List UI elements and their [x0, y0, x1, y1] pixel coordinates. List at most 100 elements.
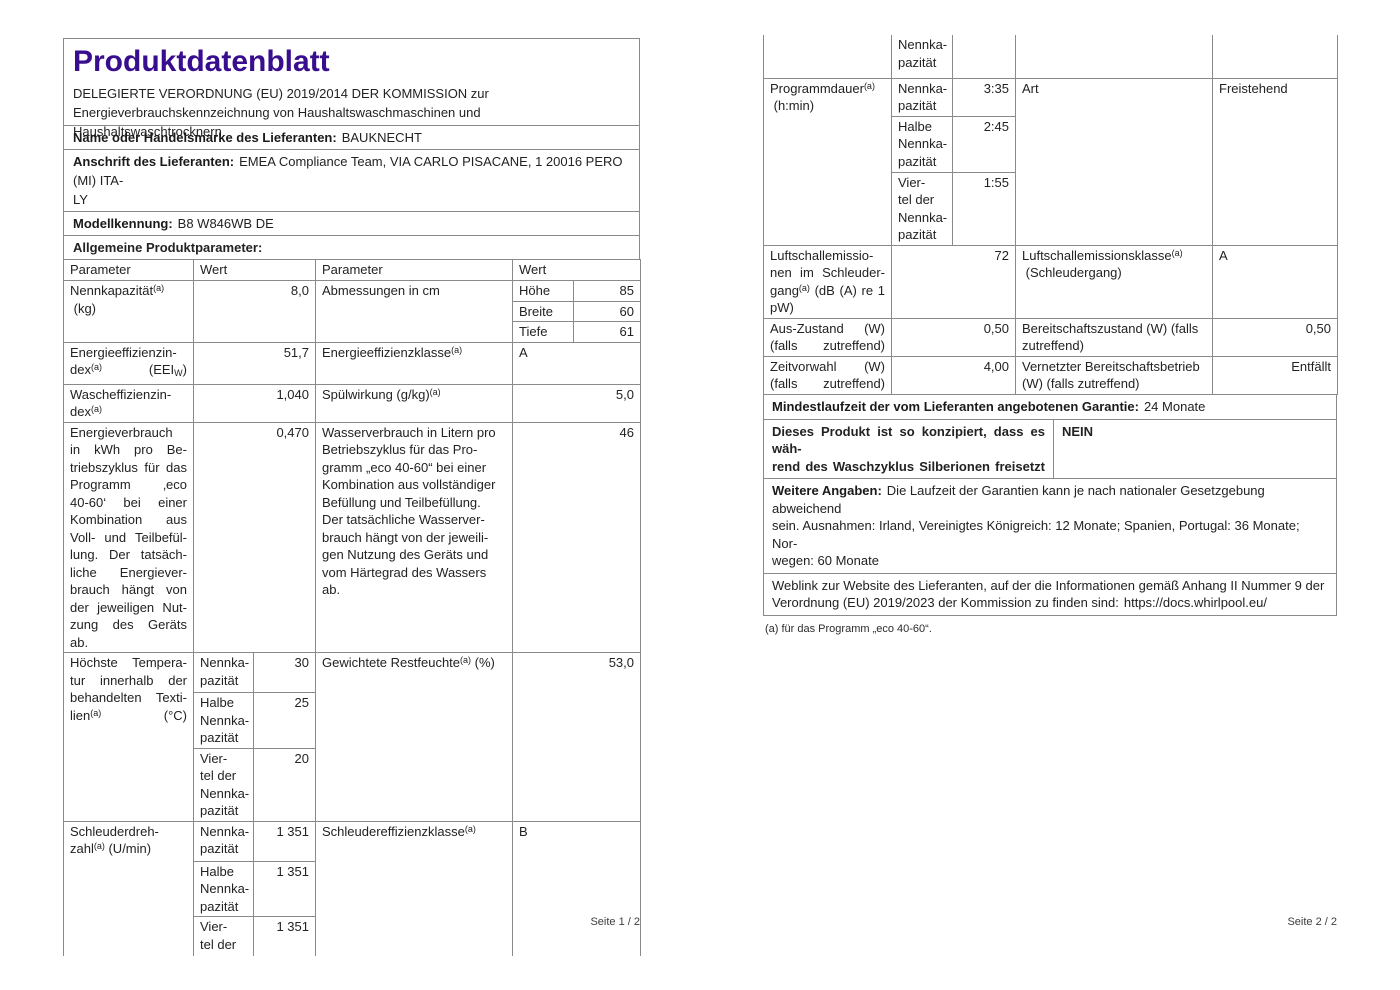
param-label-cell: Wascheffizienzin-dex(a) — [63, 383, 194, 423]
parameters-table-page1: Parameter Wert Parameter Wert Nennkapazi… — [63, 259, 641, 956]
value-cell: 85 — [573, 280, 641, 302]
column-header-cell: Wert — [512, 259, 641, 281]
value-cell: 1,040 — [193, 383, 316, 423]
param-label-cell: Wasserverbrauch in Litern pro Betriebszyk… — [315, 421, 513, 653]
value-cell: 1 351 — [253, 820, 316, 862]
value-cell: 1:55 — [952, 171, 1016, 246]
supplier-address-row: Anschrift des Lieferanten: EMEA Complianc… — [63, 149, 640, 212]
additional-info-text: Die Laufzeit der Garantien kann je nach … — [772, 483, 1300, 568]
page-title: Produktdatenblatt — [73, 45, 330, 78]
supplier-address-value: EMEA Compliance Team, VIA CARLO PISACANE… — [73, 154, 623, 207]
page2-footer: Seite 2 / 2 — [1287, 916, 1337, 928]
capacity-sub-label-cell: Halbe Nennka-pazität — [193, 860, 254, 917]
column-header-cell: Wert — [193, 259, 316, 281]
capacity-sub-label-cell: Halbe Nennka-pazität — [193, 692, 254, 749]
silver-ion-value: NEIN — [1062, 423, 1094, 439]
model-value: B8 W846WB DE — [177, 216, 274, 231]
param-label-cell: Zeitvorwahl (W) (falls zutreffend) — [763, 355, 892, 395]
value-cell — [1212, 35, 1338, 79]
warranty-label: Mindestlaufzeit der vom Lieferanten ange… — [772, 398, 1139, 414]
param-label-cell: Vernetzter Bereitschaftsbetrieb (W) (fall… — [1015, 355, 1213, 395]
param-label-cell: Schleudereffizienzklasse(a) — [315, 820, 513, 956]
parameters-table-page2: Nennka-pazität Programmdauer(a) (h:min) … — [763, 35, 1338, 395]
additional-info-row: Weitere Angaben: Die Laufzeit der Garanti… — [763, 478, 1337, 574]
additional-info-label: Weitere Angaben: — [772, 483, 882, 498]
value-cell: 60 — [573, 300, 641, 322]
value-cell: 0,50 — [891, 317, 1016, 357]
value-cell: 20 — [253, 747, 316, 822]
dimension-label-cell: Tiefe — [512, 321, 574, 343]
value-cell: 72 — [891, 244, 1016, 319]
datasheet-page-1: Produktdatenblatt DELEGIERTE VERORDNUNG … — [63, 38, 641, 956]
warranty-value: 24 Monate — [1143, 398, 1206, 414]
capacity-sub-label-cell: Vier-tel der — [193, 916, 254, 956]
param-label-cell — [763, 35, 892, 79]
value-cell: 30 — [253, 652, 316, 693]
model-row: Modellkennung: B8 W846WB DE — [63, 211, 640, 236]
value-cell: A — [1212, 244, 1338, 319]
capacity-sub-label-cell: Nennka-pazität — [891, 35, 953, 79]
value-cell: 25 — [253, 692, 316, 749]
value-cell: 8,0 — [193, 280, 316, 343]
value-cell: 0,470 — [193, 421, 316, 653]
weblink-label: Weblink zur Website des Lieferanten, auf… — [772, 577, 1325, 611]
capacity-sub-label-cell: Vier-tel der Nennka-pazität — [891, 171, 953, 246]
param-label-cell: Luftschallemissio-nen im Schleuder-gang(… — [763, 244, 892, 319]
value-cell: 1 351 — [253, 860, 316, 917]
value-cell: 51,7 — [193, 341, 316, 385]
column-header-cell: Parameter — [315, 259, 513, 281]
silver-ion-row: Dieses Produkt ist so konzipiert, dass e… — [763, 418, 1337, 479]
param-label-cell: Programmdauer(a) (h:min) — [763, 77, 892, 246]
param-label-cell: Art — [1015, 77, 1213, 246]
value-cell: 61 — [573, 321, 641, 343]
value-cell: 2:45 — [952, 115, 1016, 173]
warranty-row: Mindestlaufzeit der vom Lieferanten ange… — [763, 393, 1337, 420]
param-label-cell: Aus-Zustand (W) (falls zutreffend) — [763, 317, 892, 357]
page1-footer: Seite 1 / 2 — [590, 916, 640, 928]
param-label-cell: Bereitschaftszustand (W) (falls zutreffen… — [1015, 317, 1213, 357]
supplier-name-row: Name oder Handelsmarke des Lieferanten: B… — [63, 125, 640, 150]
value-cell: 1 351 — [253, 916, 316, 956]
dimension-label-cell: Höhe — [512, 280, 574, 302]
value-cell: 0,50 — [1212, 317, 1338, 357]
weblink-row: Weblink zur Website des Lieferanten, auf… — [763, 572, 1337, 616]
param-label-cell: Energieverbrauch in kWh pro Be-triebszykl… — [63, 421, 194, 653]
value-cell: 4,00 — [891, 355, 1016, 395]
supplier-name-value: BAUKNECHT — [341, 130, 422, 145]
model-label: Modellkennung: — [73, 216, 173, 231]
param-label-cell: Gewichtete Restfeuchte(a) (%) — [315, 652, 513, 822]
datasheet-page-2: Nennka-pazität Programmdauer(a) (h:min) … — [763, 35, 1338, 635]
param-label-cell: Schleuderdreh-zahl(a) (U/min) — [63, 820, 194, 956]
value-cell: 53,0 — [512, 652, 641, 822]
weblink-url[interactable]: https://docs.whirlpool.eu/ — [1123, 595, 1267, 610]
dimension-label-cell: Breite — [512, 300, 574, 322]
general-params-heading: Allgemeine Produktparameter: — [63, 235, 640, 260]
value-cell: 5,0 — [512, 383, 641, 423]
param-label-cell: Spülwirkung (g/kg)(a) — [315, 383, 513, 423]
value-cell: 3:35 — [952, 77, 1016, 117]
value-cell: Entfällt — [1212, 355, 1338, 395]
param-label-cell: Nennkapazität(a) (kg) — [63, 280, 194, 343]
param-label-cell — [1015, 35, 1213, 79]
capacity-sub-label-cell: Nennka-pazität — [193, 652, 254, 693]
title-box: Produktdatenblatt DELEGIERTE VERORDNUNG … — [63, 38, 640, 139]
value-cell: B — [512, 820, 641, 956]
regulation-subtitle: DELEGIERTE VERORDNUNG (EU) 2019/2014 DER… — [73, 86, 489, 139]
param-label-cell: Energieeffizienzklasse(a) — [315, 341, 513, 385]
param-label-cell: Abmessungen in cm — [315, 280, 513, 343]
capacity-sub-label-cell: Vier-tel der Nennka-pazität — [193, 747, 254, 822]
value-cell: 46 — [512, 421, 641, 653]
capacity-sub-label-cell: Nennka-pazität — [891, 77, 953, 117]
supplier-address-label: Anschrift des Lieferanten: — [73, 154, 235, 169]
column-header-cell: Parameter — [63, 259, 194, 281]
value-cell — [952, 35, 1016, 79]
silver-ion-statement: Dieses Produkt ist so konzipiert, dass e… — [764, 419, 1054, 478]
capacity-sub-label-cell: Nennka-pazität — [193, 820, 254, 862]
param-label-cell: Energieeffizienzin-dex(a) (EEIW) — [63, 341, 194, 385]
param-label-cell: Höchste Tempera-tur innerhalb der behande… — [63, 652, 194, 822]
value-cell: A — [512, 341, 641, 385]
param-label-cell: Luftschallemissionsklasse(a) (Schleuderg… — [1015, 244, 1213, 319]
value-cell: Freistehend — [1212, 77, 1338, 246]
supplier-name-label: Name oder Handelsmarke des Lieferanten: — [73, 130, 337, 145]
footnote: (a) für das Programm „eco 40-60“. — [765, 622, 932, 635]
